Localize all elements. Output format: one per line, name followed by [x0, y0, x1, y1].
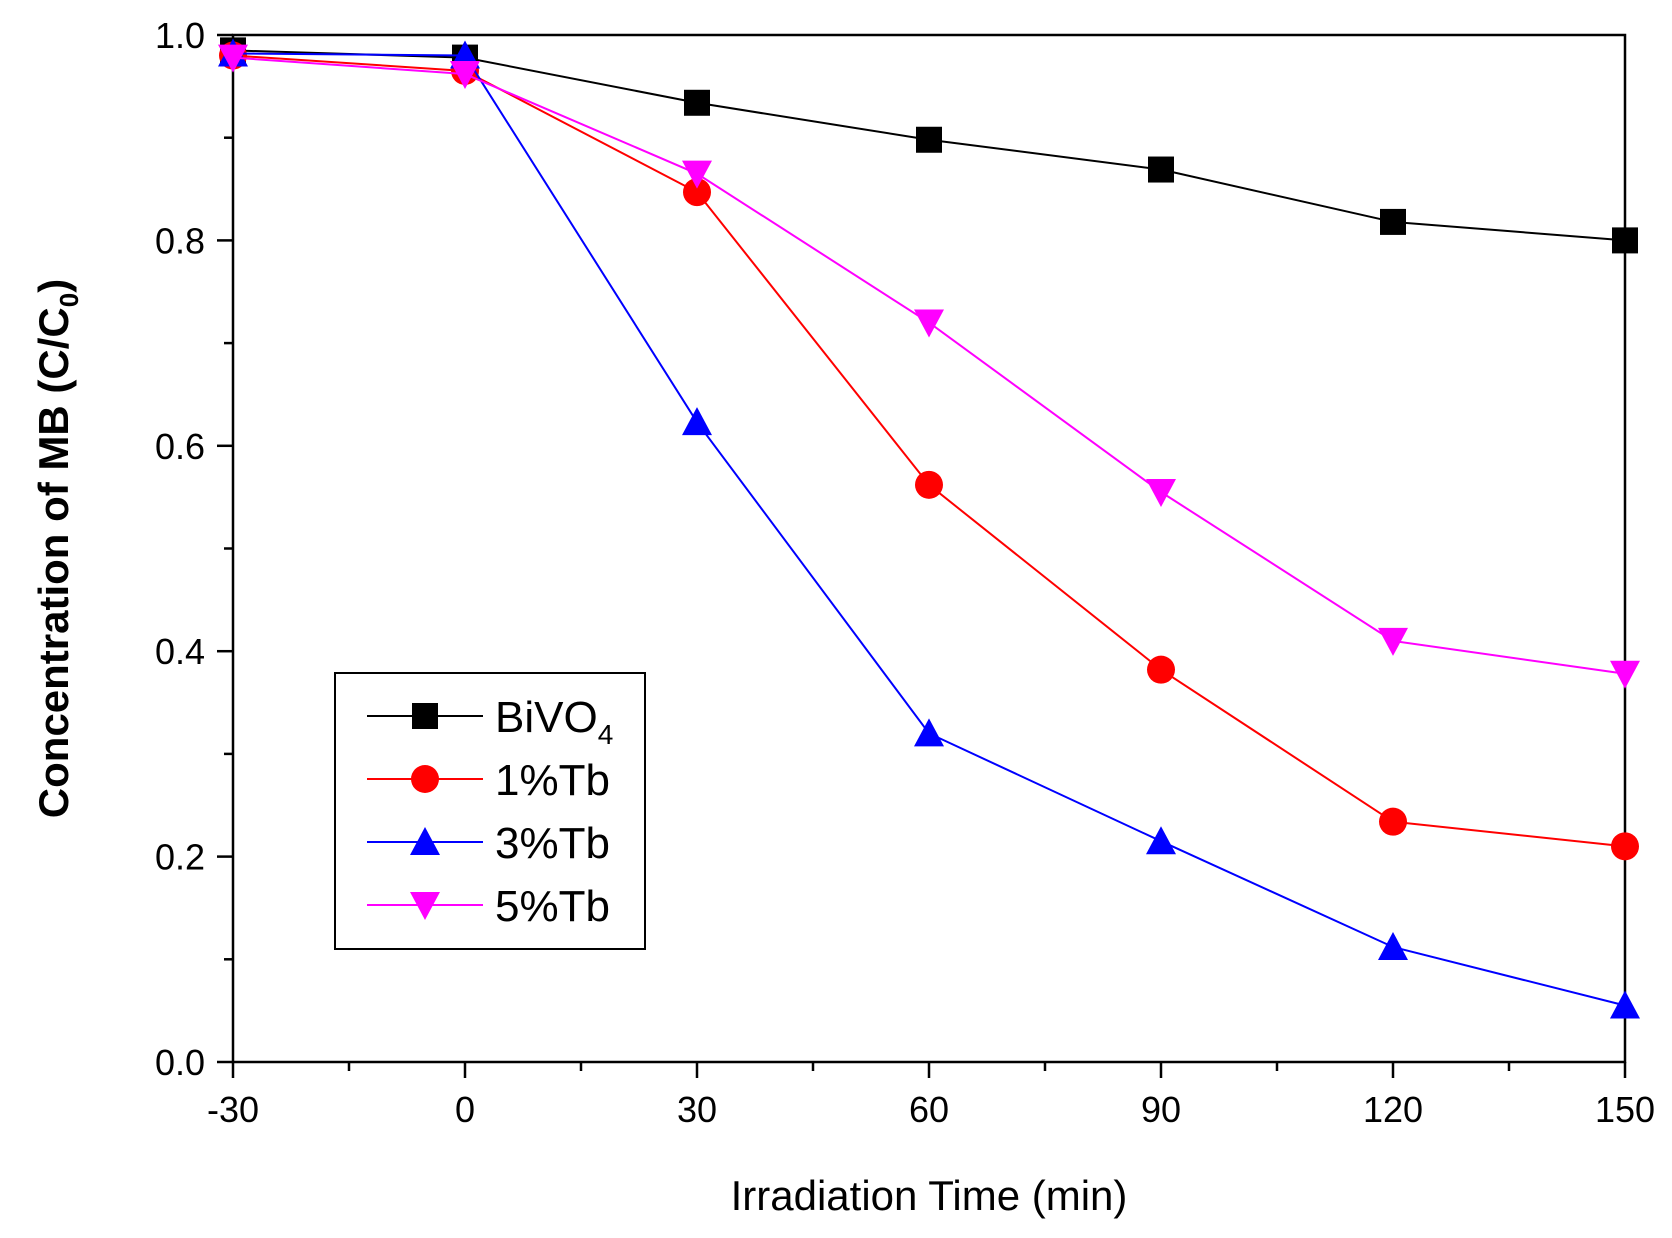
legend-marker — [410, 892, 440, 920]
series-5tb — [218, 44, 1640, 689]
y-tick-label: 0.4 — [155, 631, 205, 672]
y-tick-label: 0.6 — [155, 426, 205, 467]
x-tick-label: 150 — [1595, 1089, 1655, 1130]
data-point — [1148, 156, 1174, 183]
y-axis-title: Concentration of MB (C/C0) — [30, 279, 84, 818]
y-tick-label: 0.0 — [155, 1042, 205, 1083]
legend-label: BiVO4 — [495, 693, 613, 750]
legend-label: 3%Tb — [495, 819, 610, 868]
x-tick-label: 60 — [909, 1089, 949, 1130]
data-point — [1612, 227, 1638, 254]
data-point — [914, 309, 944, 338]
legend-marker — [411, 765, 439, 793]
x-tick-label: 30 — [677, 1089, 717, 1130]
y-axis-title-subscript: 0 — [54, 293, 84, 307]
series-layer — [218, 37, 1640, 1019]
data-point — [1380, 208, 1406, 235]
y-tick-label: 0.8 — [155, 220, 205, 261]
y-tick-label: 1.0 — [155, 15, 205, 56]
data-point — [682, 407, 712, 436]
data-point — [1147, 655, 1175, 684]
data-point — [1378, 627, 1408, 656]
data-point — [914, 718, 944, 747]
series-bivo — [220, 37, 1638, 254]
data-point — [450, 61, 480, 90]
x-tick-label: -30 — [207, 1089, 259, 1130]
data-point — [684, 89, 710, 116]
data-point — [1146, 826, 1176, 855]
data-point — [1610, 990, 1640, 1019]
axis-ticks: -30 0 30 60 90 120 150 0.0 0.2 0.4 0.6 0.8 1.0 — [155, 15, 1655, 1130]
legend-marker — [412, 703, 438, 729]
x-tick-label: 120 — [1363, 1089, 1423, 1130]
data-point — [1610, 660, 1640, 689]
y-axis-title-close: ) — [30, 279, 77, 293]
data-point — [682, 160, 712, 189]
legend-label: 5%Tb — [495, 882, 610, 931]
data-point — [683, 178, 711, 207]
legend-label: 1%Tb — [495, 756, 610, 805]
data-point — [1146, 479, 1176, 508]
legend-marker — [410, 827, 440, 855]
data-point — [218, 44, 248, 73]
legend: BiVO4 1%Tb 3%Tb 5%Tb — [334, 672, 646, 950]
legend-box — [334, 672, 646, 950]
x-tick-label: 90 — [1141, 1089, 1181, 1130]
legend-label-subscript: 4 — [598, 719, 614, 750]
data-point — [1611, 832, 1639, 861]
x-axis-title: Irradiation Time (min) — [731, 1172, 1128, 1219]
data-point — [1379, 807, 1407, 836]
data-point — [1378, 931, 1408, 960]
data-point — [915, 470, 943, 499]
y-tick-label: 0.2 — [155, 837, 205, 878]
data-point — [916, 126, 942, 153]
x-tick-label: 0 — [455, 1089, 475, 1130]
